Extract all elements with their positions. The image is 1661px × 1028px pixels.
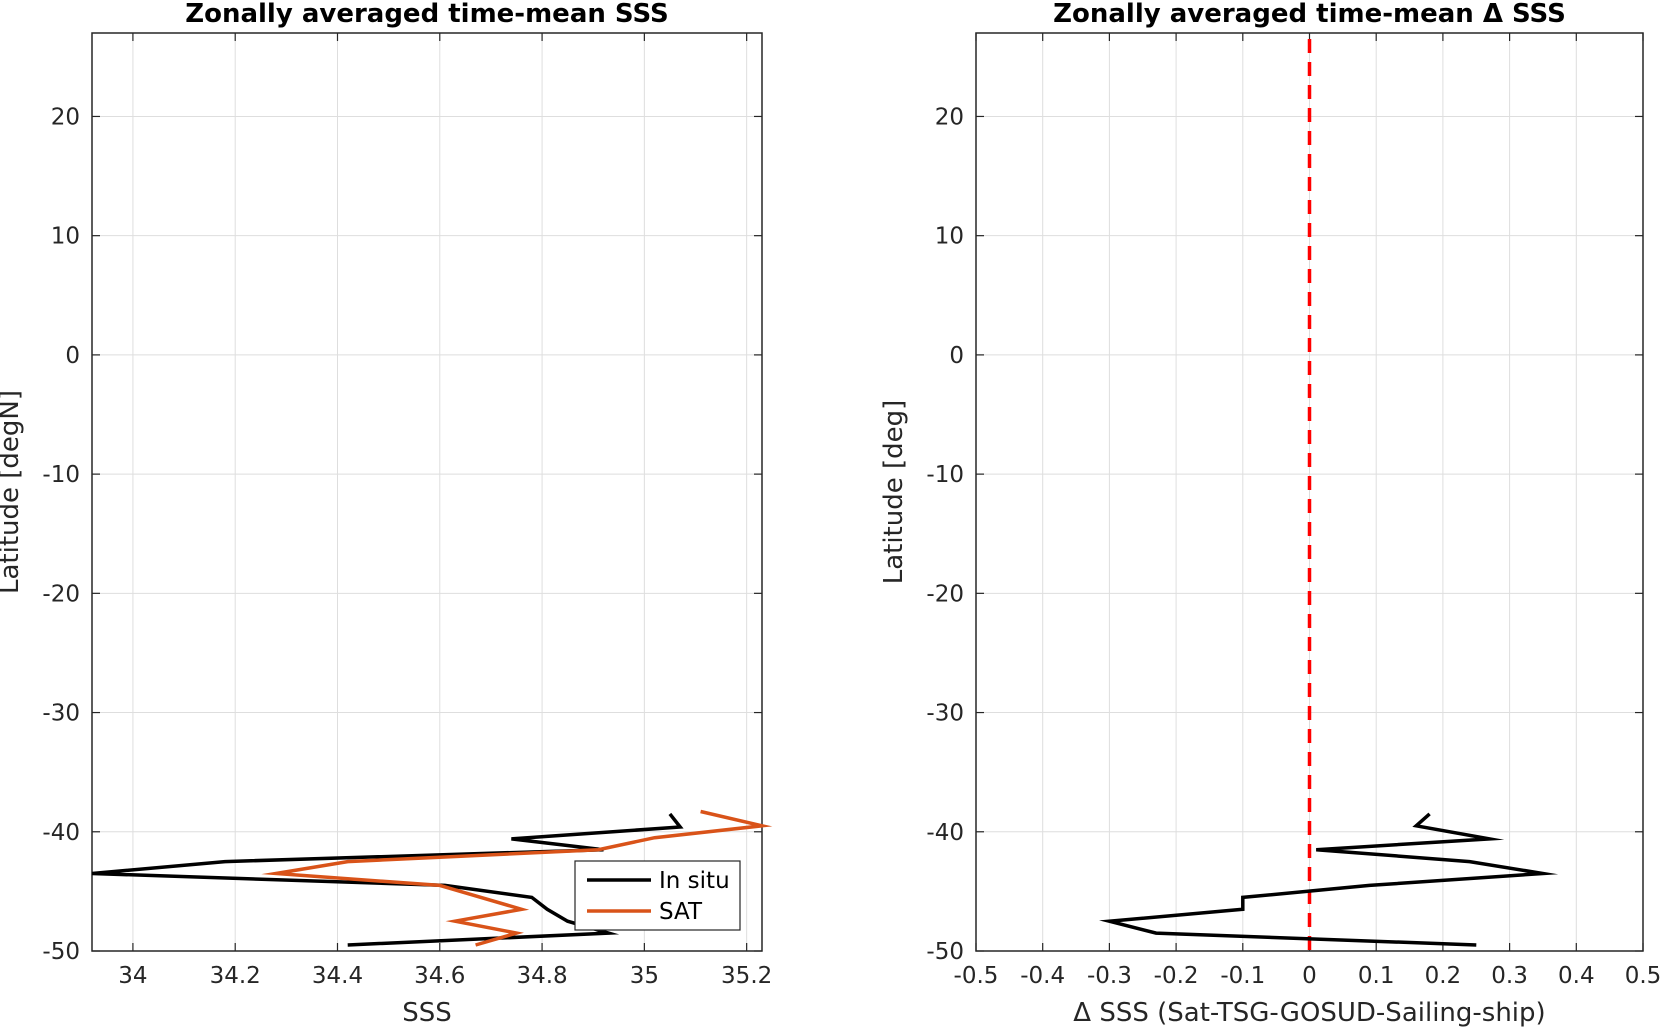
right-y-axis-label: Latitude [deg] xyxy=(879,400,909,585)
right-series xyxy=(1099,812,1559,947)
right-panel: -0.5 -0.4 -0.3 -0.2 -0.1 0 0.1 0.2 0.3 0.4 0.5 -50 -… xyxy=(879,0,1661,1028)
right-chart-title: Zonally averaged time-mean Δ SSS xyxy=(1053,0,1566,29)
right-x-tick-label: -0.3 xyxy=(1087,963,1132,989)
right-y-tick-label: -20 xyxy=(926,581,964,607)
right-ticks: -0.5 -0.4 -0.3 -0.2 -0.1 0 0.1 0.2 0.3 0.4 0.5 -50 -… xyxy=(926,33,1661,989)
left-x-tick-label: 34.8 xyxy=(516,963,567,989)
right-x-tick-label: 0.5 xyxy=(1625,963,1661,989)
left-x-axis-label: SSS xyxy=(402,998,452,1028)
left-y-tick-label: -10 xyxy=(42,462,80,488)
right-x-tick-label: 0.4 xyxy=(1558,963,1595,989)
left-x-tick-label: 35.2 xyxy=(721,963,772,989)
right-x-tick-label: 0.3 xyxy=(1491,963,1528,989)
series-line-delta-sss xyxy=(1099,812,1559,947)
series-line-sat xyxy=(261,809,773,947)
right-y-tick-label: 20 xyxy=(935,104,964,130)
right-grid xyxy=(975,33,1644,952)
left-y-tick-label: -40 xyxy=(42,820,80,846)
left-x-tick-label: 34.6 xyxy=(414,963,465,989)
left-x-tick-label: 34.2 xyxy=(210,963,261,989)
left-x-tick-label: 34 xyxy=(118,963,147,989)
right-x-tick-label: 0.2 xyxy=(1425,963,1462,989)
left-y-axis-label: Latitude [degN] xyxy=(0,390,25,594)
right-y-tick-label: -30 xyxy=(926,701,964,727)
left-x-tick-label: 35 xyxy=(630,963,659,989)
legend-label-in-situ: In situ xyxy=(659,868,730,894)
left-y-tick-label: -20 xyxy=(42,581,80,607)
left-axes-frame xyxy=(91,32,763,952)
left-chart-title: Zonally averaged time-mean SSS xyxy=(185,0,669,29)
left-y-tick-label: 0 xyxy=(65,343,80,369)
left-y-tick-label: -50 xyxy=(42,939,80,965)
legend-box xyxy=(574,860,741,931)
right-y-tick-label: 10 xyxy=(935,224,964,250)
left-grid xyxy=(92,33,762,952)
left-legend: In situ SAT xyxy=(574,860,741,931)
right-x-tick-label: -0.4 xyxy=(1020,963,1065,989)
right-x-axis-label: Δ SSS (Sat-TSG-GOSUD-Sailing-ship) xyxy=(1073,998,1545,1028)
right-y-tick-label: -10 xyxy=(926,462,964,488)
right-y-tick-label: 0 xyxy=(949,343,964,369)
right-x-tick-label: -0.5 xyxy=(954,963,999,989)
left-y-tick-label: -30 xyxy=(42,701,80,727)
left-x-tick-label: 34.4 xyxy=(312,963,363,989)
right-x-tick-label: 0.1 xyxy=(1358,963,1395,989)
left-y-tick-label: 10 xyxy=(51,224,80,250)
left-y-tick-label: 20 xyxy=(51,104,80,130)
left-ticks: 34 34.2 34.4 34.6 34.8 35 35.2 -50 -40 -30 -20 -10 0… xyxy=(42,33,772,989)
legend-label-sat: SAT xyxy=(659,899,703,925)
left-panel: 34 34.2 34.4 34.6 34.8 35 35.2 -50 -40 -30 -20 -10 0… xyxy=(0,0,773,1028)
right-y-tick-label: -40 xyxy=(926,820,964,846)
right-x-tick-label: -0.2 xyxy=(1154,963,1199,989)
right-x-tick-label: -0.1 xyxy=(1220,963,1265,989)
right-y-tick-label: -50 xyxy=(926,939,964,965)
right-x-tick-label: 0 xyxy=(1302,963,1317,989)
